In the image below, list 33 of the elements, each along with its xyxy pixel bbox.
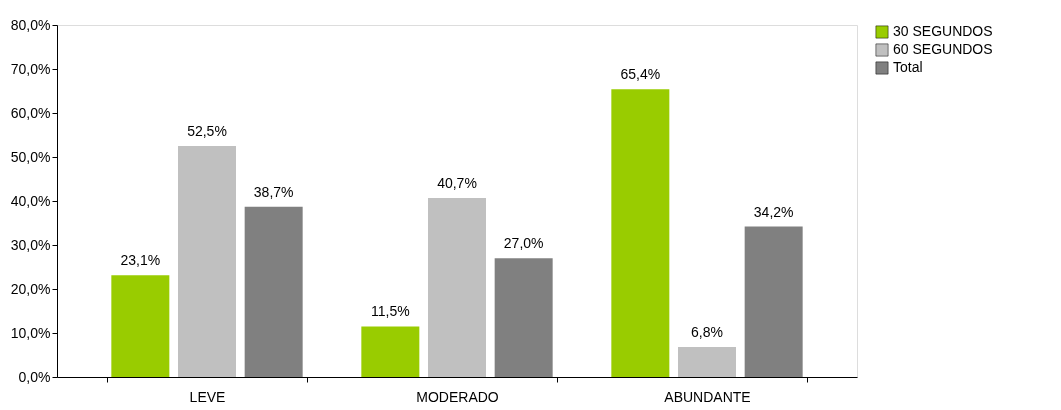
y-tick-label: 60,0% — [10, 104, 51, 121]
x-tick-label: LEVE — [189, 388, 226, 405]
data-label: 6,8% — [691, 324, 723, 341]
data-label: 27,0% — [503, 235, 544, 252]
bar — [611, 89, 670, 377]
data-label: 11,5% — [371, 303, 410, 320]
legend-label: Total — [893, 59, 923, 75]
data-label: 23,1% — [120, 252, 161, 269]
x-tick-label: ABUNDANTE — [664, 388, 751, 405]
data-label: 34,2% — [753, 203, 794, 220]
bar — [178, 146, 236, 377]
y-tick-label: 10,0% — [10, 324, 51, 341]
bar — [361, 326, 420, 377]
legend-label: 30 SEGUNDOS — [893, 23, 993, 39]
y-tick-label: 80,0% — [10, 16, 51, 33]
data-label: 52,5% — [187, 123, 227, 139]
y-tick-label: 70,0% — [10, 60, 51, 77]
y-tick-label: 20,0% — [10, 280, 51, 297]
bar — [244, 206, 303, 377]
x-tick-label: MODERADO — [416, 388, 499, 405]
legend-label: 60 SEGUNDOS — [893, 41, 993, 57]
y-tick-label: 30,0% — [10, 236, 51, 253]
data-label: 40,7% — [437, 174, 477, 191]
bar — [678, 347, 736, 377]
bar — [428, 197, 486, 377]
data-label: 38,7% — [253, 183, 294, 200]
bar — [111, 275, 170, 377]
y-tick-label: 50,0% — [10, 148, 51, 165]
y-tick-label: 40,0% — [10, 192, 51, 209]
bar — [494, 258, 553, 377]
data-label: 65,4% — [620, 66, 661, 83]
y-tick-label: 0,0% — [18, 368, 51, 385]
bar — [744, 226, 803, 377]
